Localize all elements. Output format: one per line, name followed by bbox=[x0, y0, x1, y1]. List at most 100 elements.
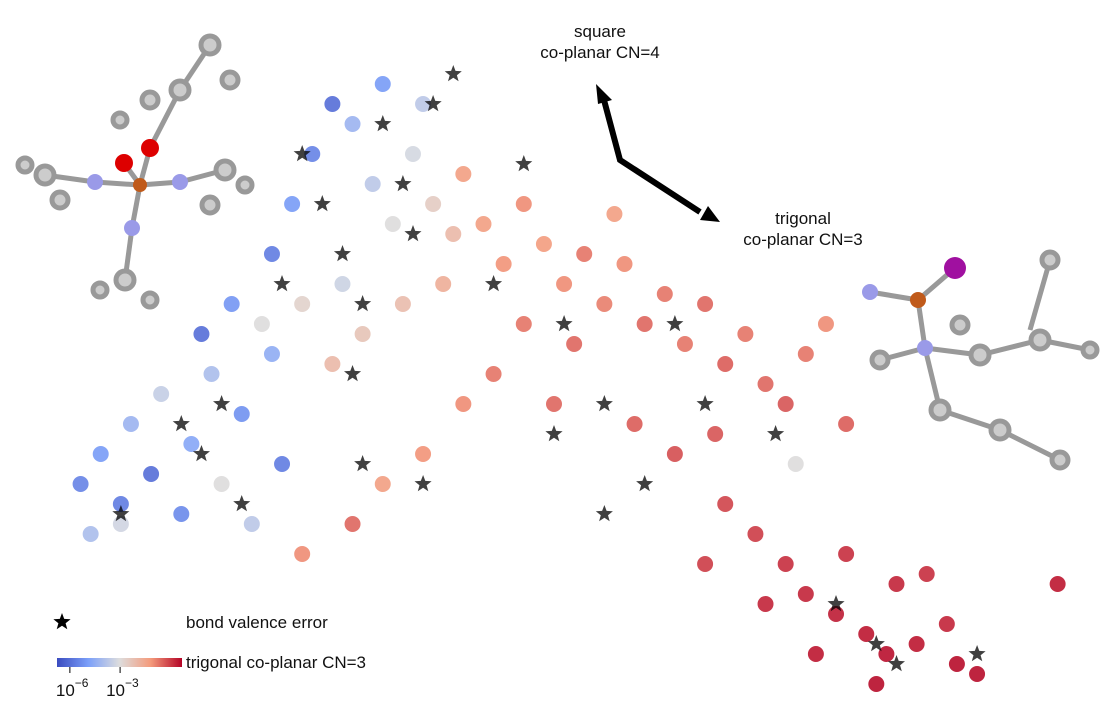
point bbox=[153, 386, 169, 402]
point bbox=[294, 546, 310, 562]
star-point bbox=[445, 65, 462, 81]
annotation: co-planar CN=3 bbox=[743, 230, 863, 249]
point bbox=[637, 316, 653, 332]
star-point bbox=[596, 395, 613, 411]
point bbox=[204, 366, 220, 382]
point bbox=[224, 296, 240, 312]
point bbox=[324, 96, 340, 112]
point bbox=[1050, 576, 1066, 592]
colorbar-tick-label: 10−6 bbox=[56, 676, 89, 700]
point bbox=[798, 586, 814, 602]
point bbox=[969, 666, 985, 682]
star-point bbox=[556, 315, 573, 331]
point bbox=[808, 646, 824, 662]
point bbox=[566, 336, 582, 352]
point bbox=[717, 496, 733, 512]
point bbox=[798, 346, 814, 362]
star-point bbox=[374, 115, 391, 131]
point bbox=[516, 196, 532, 212]
point bbox=[173, 506, 189, 522]
star-point bbox=[354, 455, 371, 471]
figure: square co-planar CN=4 trigonal co-planar… bbox=[0, 0, 1108, 704]
point bbox=[677, 336, 693, 352]
point bbox=[576, 246, 592, 262]
point bbox=[838, 546, 854, 562]
star-point bbox=[344, 365, 361, 381]
legend-label: trigonal co-planar CN=3 bbox=[186, 653, 366, 672]
point bbox=[496, 256, 512, 272]
point bbox=[888, 576, 904, 592]
point bbox=[294, 296, 310, 312]
star-point bbox=[314, 195, 331, 211]
point bbox=[737, 326, 753, 342]
molecule-right bbox=[862, 252, 1097, 468]
point bbox=[405, 146, 421, 162]
point bbox=[274, 456, 290, 472]
star-point bbox=[545, 425, 562, 441]
tick-base: 10 bbox=[106, 681, 125, 700]
point bbox=[758, 376, 774, 392]
star-point bbox=[515, 155, 532, 171]
annotation: co-planar CN=4 bbox=[540, 43, 660, 62]
star-point bbox=[697, 395, 714, 411]
point bbox=[778, 556, 794, 572]
point bbox=[697, 296, 713, 312]
point bbox=[375, 76, 391, 92]
star-point bbox=[274, 275, 291, 291]
point bbox=[234, 406, 250, 422]
star-point bbox=[415, 475, 432, 491]
point bbox=[556, 276, 572, 292]
star-point bbox=[213, 395, 230, 411]
tick-exponent: −6 bbox=[75, 676, 89, 690]
point bbox=[707, 426, 723, 442]
point bbox=[375, 476, 391, 492]
star-point bbox=[636, 475, 653, 491]
point bbox=[193, 326, 209, 342]
point bbox=[838, 416, 854, 432]
point bbox=[183, 436, 199, 452]
star-point bbox=[485, 275, 502, 291]
star-point bbox=[596, 505, 613, 521]
star-point bbox=[354, 295, 371, 311]
star-point bbox=[394, 175, 411, 191]
star-point bbox=[404, 225, 421, 241]
star-point bbox=[969, 645, 986, 661]
point bbox=[778, 396, 794, 412]
point bbox=[758, 596, 774, 612]
point bbox=[788, 456, 804, 472]
point bbox=[717, 356, 733, 372]
arrows bbox=[596, 84, 720, 222]
point bbox=[113, 516, 129, 532]
point bbox=[345, 116, 361, 132]
point bbox=[143, 466, 159, 482]
point bbox=[93, 446, 109, 462]
point bbox=[828, 606, 844, 622]
point bbox=[455, 396, 471, 412]
point bbox=[445, 226, 461, 242]
point bbox=[596, 296, 612, 312]
point bbox=[697, 556, 713, 572]
point bbox=[546, 396, 562, 412]
point bbox=[818, 316, 834, 332]
point bbox=[73, 476, 89, 492]
point bbox=[627, 416, 643, 432]
point bbox=[415, 446, 431, 462]
star-point bbox=[334, 245, 351, 261]
point bbox=[254, 316, 270, 332]
point bbox=[324, 356, 340, 372]
point bbox=[475, 216, 491, 232]
point bbox=[455, 166, 471, 182]
point bbox=[244, 516, 260, 532]
annotation: trigonal bbox=[775, 209, 831, 228]
point bbox=[536, 236, 552, 252]
point bbox=[395, 296, 411, 312]
star-point bbox=[173, 415, 190, 431]
point bbox=[858, 626, 874, 642]
point bbox=[617, 256, 633, 272]
point bbox=[747, 526, 763, 542]
star-point bbox=[767, 425, 784, 441]
point bbox=[214, 476, 230, 492]
star-point bbox=[666, 315, 683, 331]
point bbox=[667, 446, 683, 462]
point bbox=[949, 656, 965, 672]
